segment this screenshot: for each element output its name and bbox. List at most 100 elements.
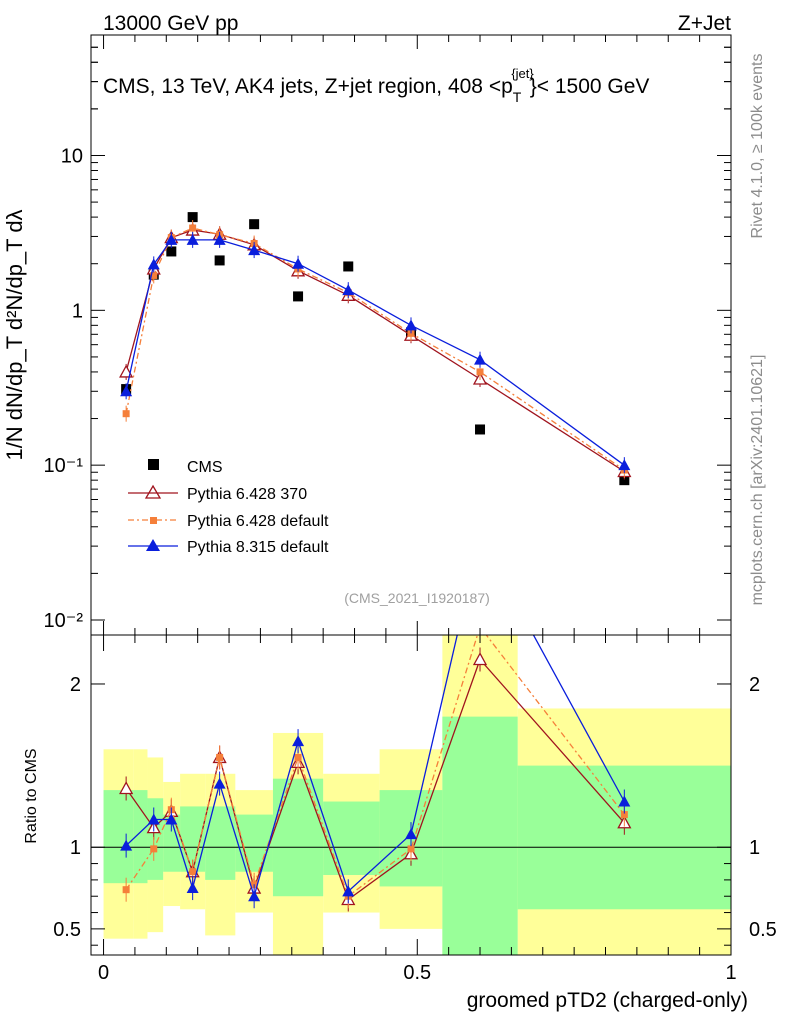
point-cms [619,475,630,486]
point-cms [249,219,260,230]
ratio-ytick-label-left: 0.5 [53,919,81,941]
band-green [323,801,380,875]
main-title-sub: T [513,89,522,105]
ratio-ytick-label-right: 2 [749,674,760,696]
point-cms [343,261,354,272]
point-py8-default [165,233,178,245]
ratio-ytick-label-right: 1 [749,837,760,859]
ratio-point-py8-default [186,882,199,894]
ratio-point-py8-default [405,828,417,840]
point-cms [166,246,177,257]
ratio-ytick-label-left: 2 [70,674,81,696]
analysis-watermark: (CMS_2021_I1920187) [344,590,490,606]
series-line-py6-370 [125,229,625,473]
x-tick-label: 0 [98,962,109,984]
ratio-point-py6-default [216,753,224,761]
band-green [163,814,181,872]
main-title-text: CMS, 13 TeV, AK4 jets, Z+jet region, 408… [103,75,513,98]
ratio-bands [91,635,731,955]
ratio-point-py8-default [213,777,226,789]
ratio-point-py6-default [407,845,415,853]
ratio-point-py6-370 [472,652,488,666]
legend: CMS Pythia 6.428 370 Pythia 6.428 defaul… [128,459,329,556]
ratio-point-py6-default [620,811,628,819]
legend-label-cms: CMS [187,459,223,476]
ratio-ylabel: Ratio to CMS [23,748,40,843]
point-py8-default [120,385,133,397]
ratio-ytick-label-right: 0.5 [749,919,777,941]
ratio-point-py8-default [292,735,305,747]
main-series-group [119,212,632,486]
ratio-point-py6-default [189,868,197,876]
point-py8-default [342,284,355,296]
ratio-frame [90,634,732,956]
point-py6-default [476,368,484,376]
ratio-point-py6-default [122,886,130,894]
point-cms [214,255,225,266]
point-cms [293,291,304,302]
point-py6-default [407,329,415,337]
x-tick-label: 1 [725,962,736,984]
legend-marker-py8-default [146,539,160,551]
ratio-point-py6-default [294,753,302,761]
point-py8-default [474,353,487,365]
point-py6-default [189,224,197,232]
band-green [517,765,731,910]
main-title-end: }< 1500 GeV [530,75,650,98]
point-py6-370 [119,364,134,378]
point-py8-default [405,319,417,331]
band-green [103,790,134,884]
ratio-point-py8-default [165,813,178,825]
ratio-axes: 0.5 0.5 1 1 2 2 0 0.5 1 [53,635,777,984]
legend-marker-cms [148,459,159,470]
point-py8-default [213,233,226,245]
point-py8-default [147,258,160,270]
legend-marker-py6-default [150,517,157,524]
ratio-point-py8-default [342,885,355,897]
band-green [442,716,518,955]
point-py8-default [618,459,631,471]
ratio-clipped [119,531,632,912]
main-ytick-label: 10⁻¹ [44,455,84,477]
point-py8-default [186,233,199,245]
x-tick-label: 0.5 [403,962,431,984]
point-py8-default [292,257,305,269]
point-py6-default [122,410,130,418]
main-title-sup: {jet} [511,66,534,81]
band-green [147,798,164,880]
point-py6-default [150,271,158,279]
header-right: Z+Jet [678,12,731,35]
ratio-point-py8-default [147,813,160,825]
header-left: 13000 GeV pp [103,12,238,35]
mcplots-label: mcplots.cern.ch [arXiv:2401.10621] [749,355,766,606]
main-ytick-label: 10⁻² [44,610,84,632]
main-title: CMS, 13 TeV, AK4 jets, Z+jet region, 408… [103,66,649,105]
main-ytick-label: 1 [72,300,83,322]
legend-marker-py6-370 [144,484,162,499]
point-cms [187,212,198,223]
legend-label-py8-default: Pythia 8.315 default [187,539,329,556]
ratio-ytick-label-left: 1 [70,837,81,859]
band-green [205,806,236,880]
band-green [235,814,273,872]
main-axes: 10⁻² 10⁻¹ 1 10 [44,34,732,635]
ratio-point-py6-default [150,845,158,853]
series-line-py8-default [125,239,625,466]
band-green [272,778,324,897]
ratio-ylabel-text: Ratio to CMS [23,748,40,843]
ratio-point-py8-default [248,890,261,902]
ratio-series-group [119,531,632,912]
ratio-point-py8-default [618,795,631,807]
main-ylabel-text: 1/N dN/dp_T d²N/dp_T dλ [2,209,27,460]
ratio-point-py8-default [474,531,486,542]
ratio-point-py6-370 [119,781,134,795]
point-cms [475,424,486,435]
x-axis-label: groomed pTD2 (charged-only) [467,989,748,1012]
series-line-py6-default [125,227,625,471]
ratio-point-py8-default [120,839,133,851]
legend-label-py6-370: Pythia 6.428 370 [187,486,307,503]
legend-label-py6-default: Pythia 6.428 default [187,513,329,530]
rivet-label: Rivet 4.1.0, ≥ 100k events [749,54,766,239]
point-py8-default [248,244,261,256]
